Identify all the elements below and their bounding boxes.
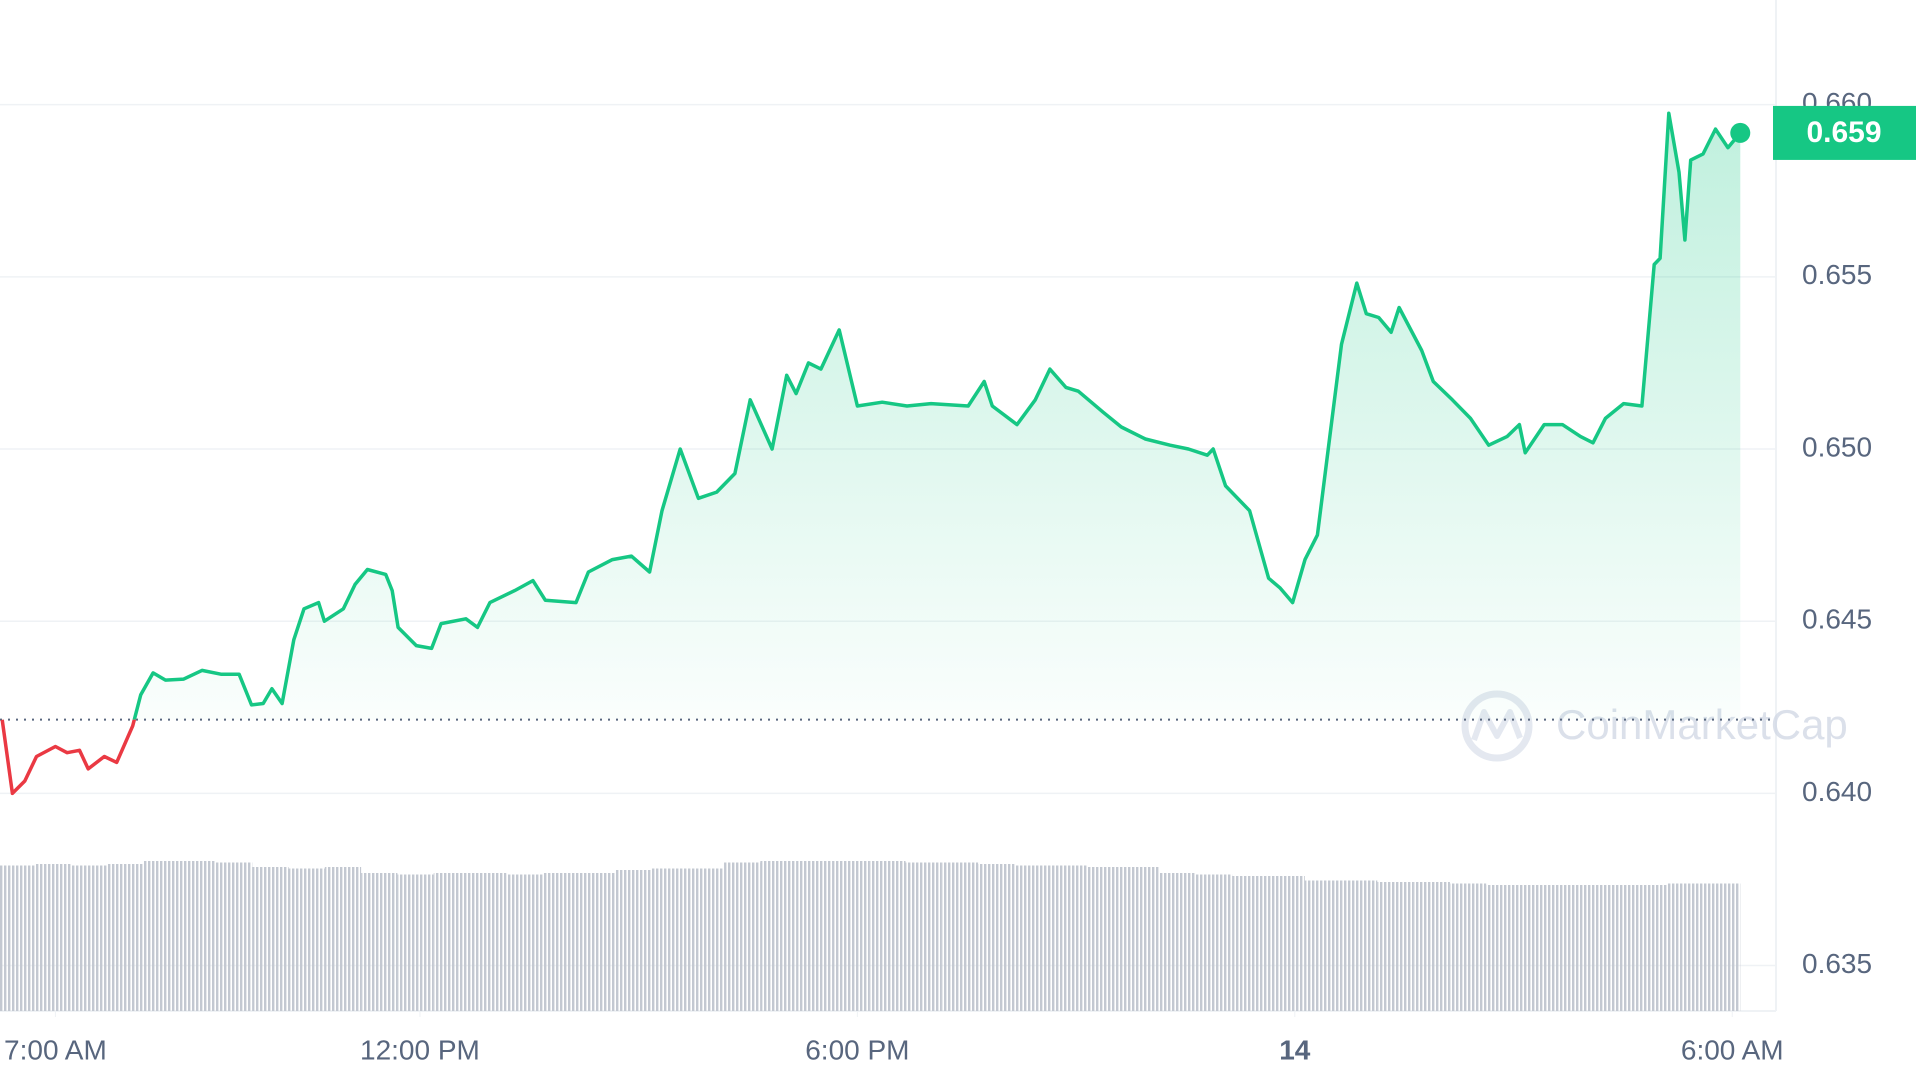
volume-bar [433, 873, 471, 1011]
volume-bar [1123, 867, 1160, 1011]
volume-bar [796, 861, 833, 1011]
volume-bar [179, 861, 216, 1011]
volume-bar [361, 873, 398, 1011]
volume-bar [288, 868, 325, 1011]
x-tick-label: 6:00 PM [805, 1034, 909, 1065]
volume-bar [324, 867, 362, 1011]
volume-bar [1014, 865, 1051, 1011]
price-area [134, 113, 1741, 720]
volume-bar [1595, 885, 1632, 1011]
y-tick-label: 0.635 [1802, 948, 1872, 979]
y-tick-label: 0.650 [1802, 431, 1872, 462]
volume-bar [615, 870, 652, 1011]
volume-bar [34, 864, 71, 1011]
x-tick-label: 7:00 AM [4, 1034, 107, 1065]
volume-bar [687, 868, 725, 1011]
volume-layer [0, 861, 1741, 1011]
price-tag [1773, 105, 1916, 160]
volume-bar [978, 864, 1015, 1011]
volume-bar [651, 868, 688, 1011]
volume-bar [0, 865, 35, 1011]
volume-bar [1413, 882, 1450, 1011]
volume-bar [1377, 882, 1414, 1011]
volume-bar [905, 862, 942, 1011]
volume-bar [760, 861, 797, 1011]
volume-bar [215, 862, 253, 1011]
volume-bar [1341, 880, 1378, 1011]
volume-bar [1195, 874, 1233, 1011]
volume-bar [1558, 885, 1596, 1011]
volume-bar [1050, 865, 1087, 1011]
volume-bar [1631, 885, 1668, 1011]
x-tick-label: 6:00 AM [1681, 1034, 1784, 1065]
volume-bar [1086, 867, 1124, 1011]
volume-bar [832, 861, 870, 1011]
volume-bar [542, 873, 579, 1011]
volume-bar [70, 865, 108, 1011]
volume-bar [107, 864, 144, 1011]
volume-bar [1522, 885, 1559, 1011]
y-tick-label: 0.640 [1802, 776, 1872, 807]
x-tick-label: 14 [1279, 1034, 1311, 1065]
price-line-up [2, 111, 1742, 720]
volume-bar [1159, 873, 1196, 1011]
volume-bar [143, 861, 180, 1011]
volume-bar [1232, 876, 1269, 1011]
volume-bar [724, 862, 761, 1011]
line-layer [0, 111, 1776, 796]
volume-bar [506, 874, 543, 1011]
volume-bar [1304, 880, 1342, 1011]
volume-bar [1449, 883, 1487, 1011]
y-tick-label: 0.645 [1802, 604, 1872, 635]
y-tick-label: 0.655 [1802, 259, 1872, 290]
volume-bar [470, 873, 507, 1011]
volume-bar [941, 862, 979, 1011]
volume-bar [1703, 883, 1741, 1011]
volume-bar [397, 874, 434, 1011]
x-tick-label: 12:00 PM [360, 1034, 480, 1065]
volume-bar [1667, 883, 1704, 1011]
last-point [1730, 122, 1751, 143]
price-tag-label: 0.659 [1806, 116, 1881, 149]
volume-bar [869, 861, 906, 1011]
volume-bar [1486, 885, 1523, 1011]
volume-bar [578, 873, 616, 1011]
volume-bar [252, 867, 289, 1011]
volume-bar [1268, 876, 1305, 1011]
